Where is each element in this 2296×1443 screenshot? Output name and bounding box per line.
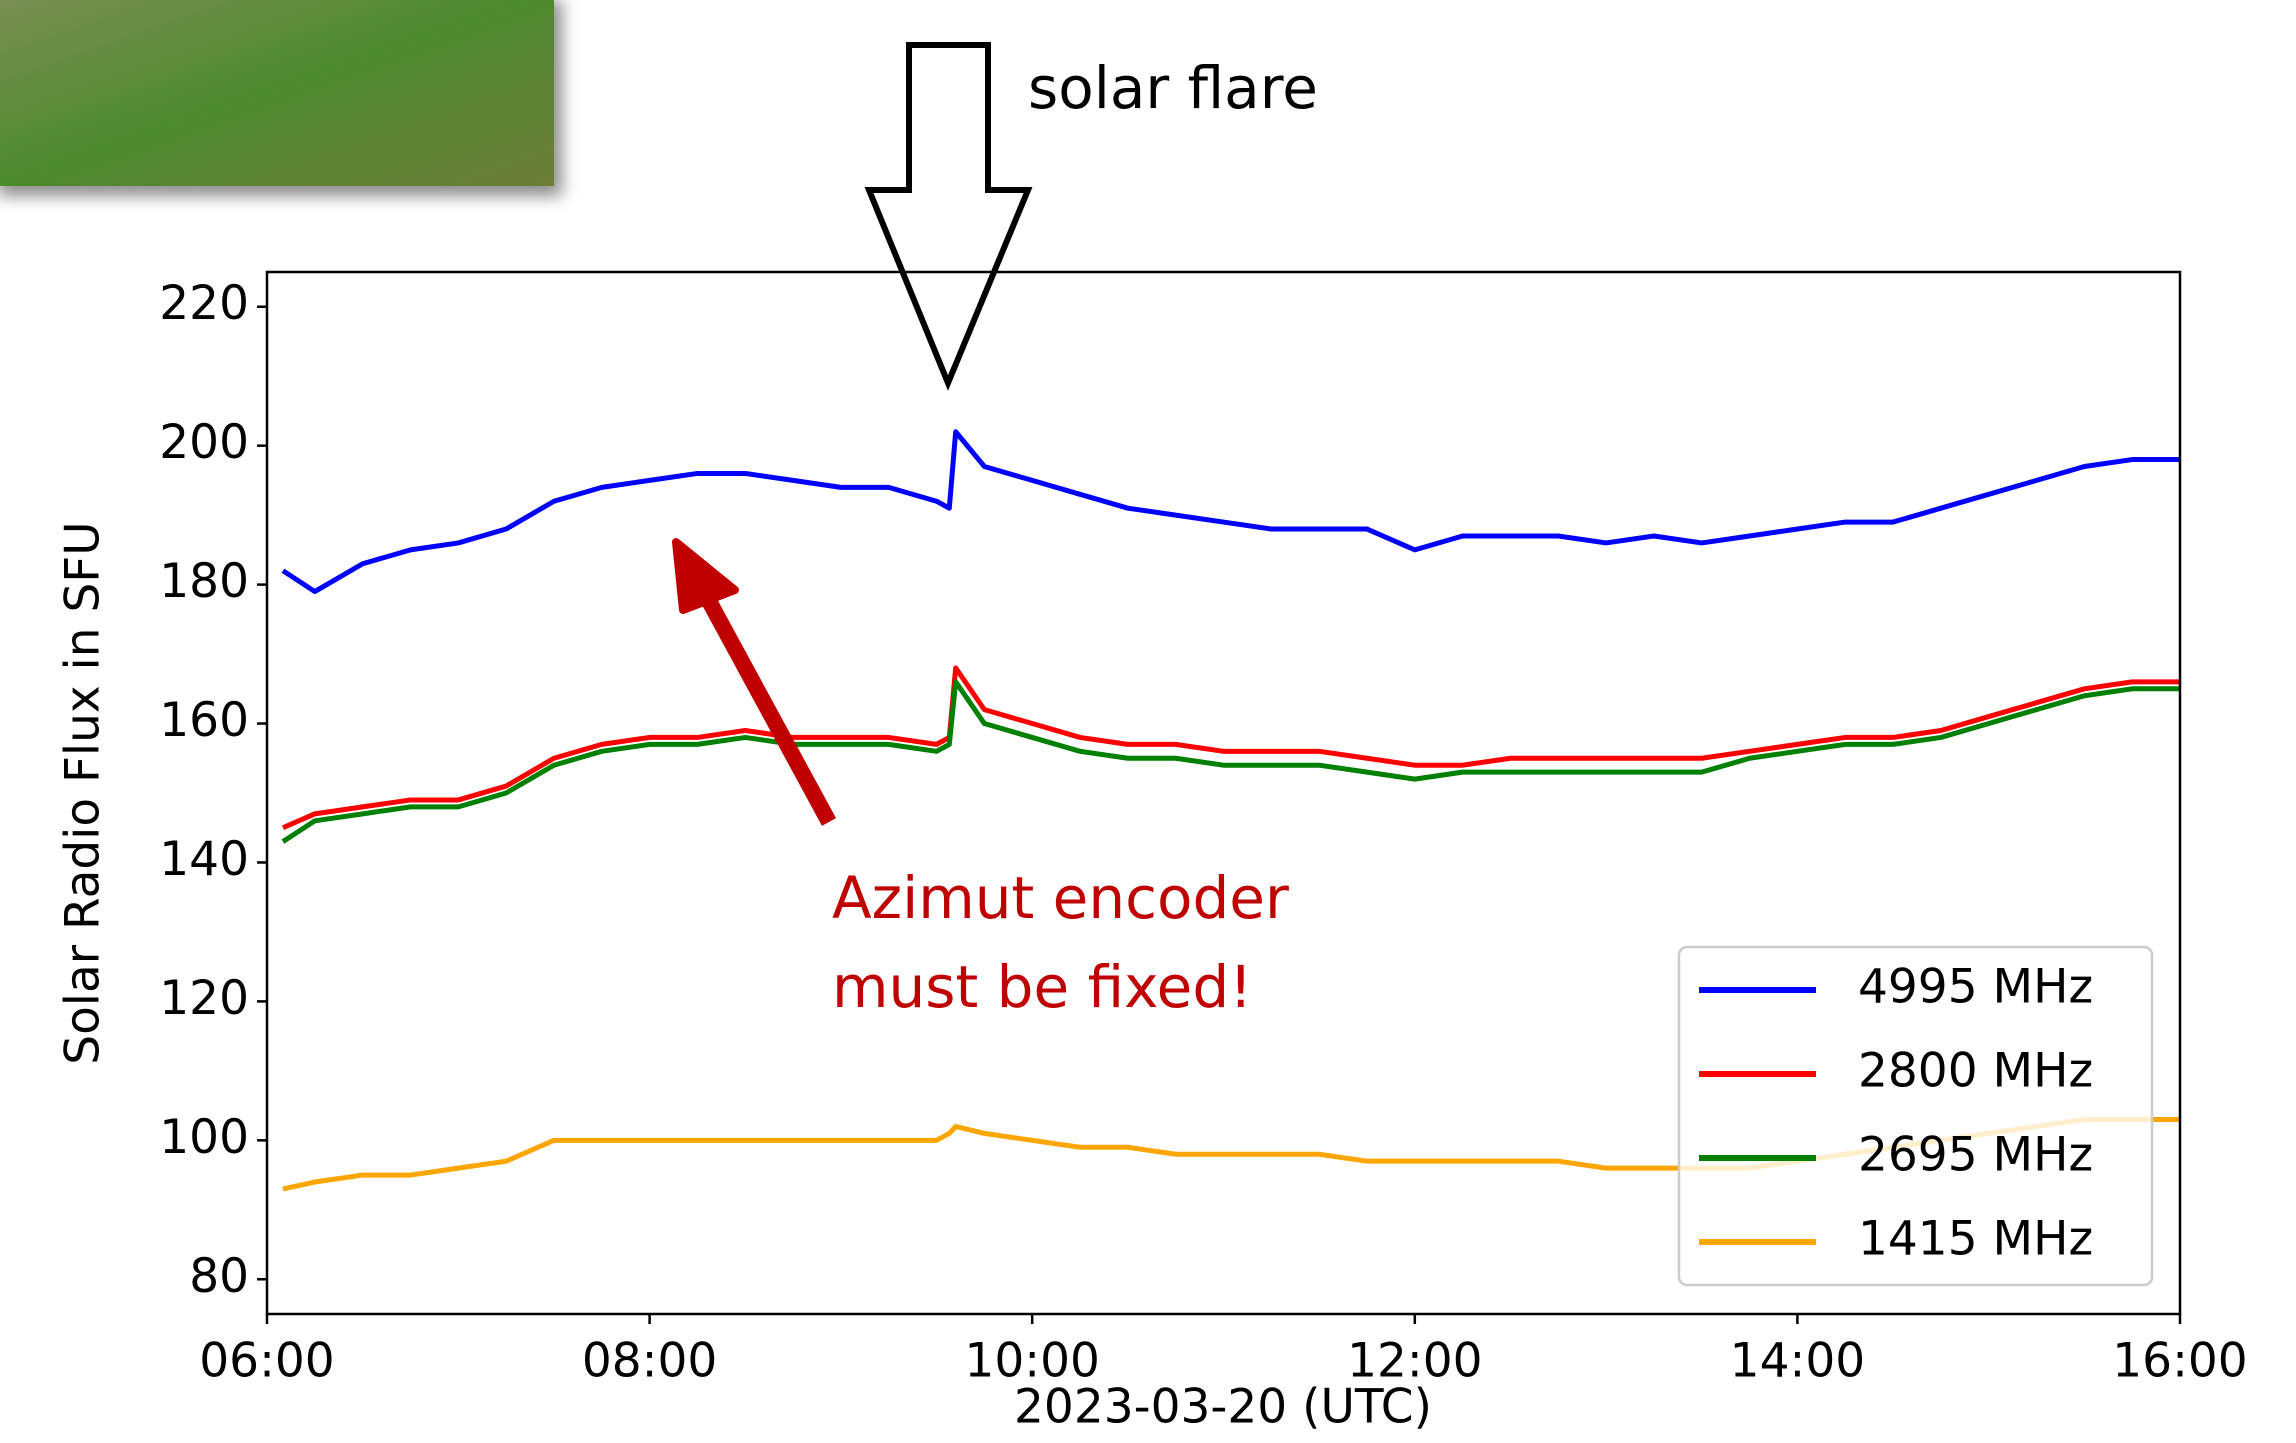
x-tick-label: 14:00 xyxy=(1730,1334,1865,1389)
y-tick-label: 200 xyxy=(159,415,249,470)
photo xyxy=(0,0,554,186)
encoder-label: must be fixed! xyxy=(832,953,1252,1021)
legend-label: 4995 MHz xyxy=(1858,960,2093,1015)
x-tick-label: 12:00 xyxy=(1347,1334,1482,1389)
legend-label: 2800 MHz xyxy=(1858,1044,2093,1099)
y-tick-label: 120 xyxy=(159,971,249,1026)
legend-box xyxy=(1677,945,2154,1287)
y-tick-label: 180 xyxy=(159,554,249,609)
series-line xyxy=(281,679,2180,844)
y-tick-label: 160 xyxy=(159,693,249,748)
y-tick-label: 100 xyxy=(159,1110,249,1165)
series-line xyxy=(281,429,2180,595)
encoder-arrow-head xyxy=(672,538,739,614)
x-tick-label: 08:00 xyxy=(582,1334,717,1389)
y-axis-label: Solar Radio Flux in SFU xyxy=(56,521,111,1064)
y-tick-label: 80 xyxy=(189,1249,249,1304)
x-tick-label: 06:00 xyxy=(199,1334,334,1389)
x-axis-label: 2023-03-20 (UTC) xyxy=(1014,1380,1432,1435)
legend-label: 1415 MHz xyxy=(1858,1212,2093,1267)
x-tick-label: 10:00 xyxy=(964,1334,1099,1389)
series-line xyxy=(281,665,2180,831)
flare-label: solar flare xyxy=(1028,54,1318,122)
legend-label: 2695 MHz xyxy=(1858,1128,2093,1183)
y-tick-label: 220 xyxy=(159,276,249,331)
axes-frame xyxy=(265,270,2182,1316)
y-tick-label: 140 xyxy=(159,832,249,887)
encoder-arrow xyxy=(682,562,837,826)
encoder-label: Azimut encoder xyxy=(832,864,1289,932)
flare-arrow xyxy=(864,42,1033,391)
x-tick-label: 16:00 xyxy=(2112,1334,2247,1389)
